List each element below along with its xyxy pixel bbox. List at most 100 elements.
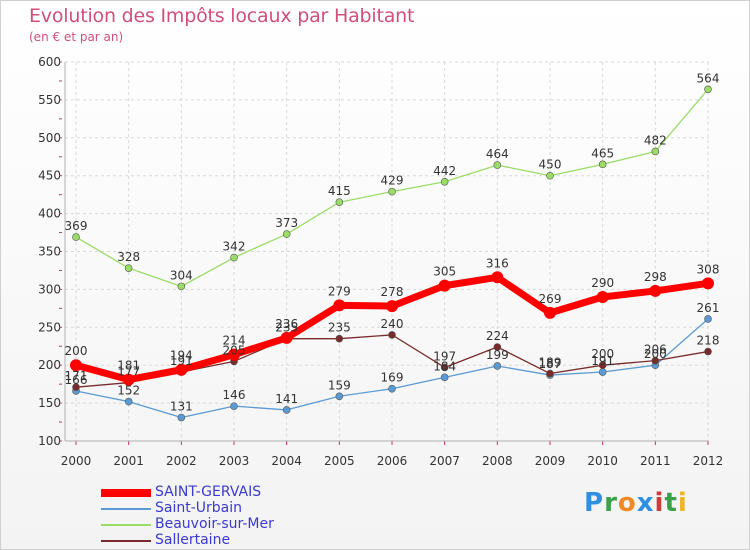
x-tick-label: 2006 (377, 454, 408, 468)
data-label: 199 (486, 348, 509, 362)
data-label: 236 (275, 317, 298, 331)
data-label: 152 (117, 384, 140, 398)
data-point (649, 284, 662, 297)
y-tick-label: 350 (38, 245, 61, 259)
legend-label: SAINT-GERVAIS (155, 484, 262, 500)
data-label: 191 (170, 354, 193, 368)
y-tick-label: 150 (38, 396, 61, 410)
data-label: 465 (591, 146, 614, 160)
data-label: 206 (644, 343, 667, 357)
x-tick-label: 2011 (640, 454, 671, 468)
data-label: 429 (381, 174, 404, 188)
data-point (493, 362, 502, 370)
data-point (124, 397, 133, 406)
data-point (440, 373, 449, 382)
data-point (386, 300, 398, 313)
data-point (282, 230, 291, 238)
data-label: 240 (381, 317, 404, 331)
x-tick-label: 2000 (61, 454, 92, 468)
data-point (124, 264, 133, 272)
data-label: 189 (539, 356, 562, 370)
data-label: 131 (170, 400, 193, 414)
proxiti-logo: Proxiti (584, 488, 688, 518)
data-point (388, 384, 396, 393)
x-tick-label: 2009 (535, 454, 566, 468)
legend-swatch (101, 489, 151, 497)
data-point (651, 147, 660, 156)
x-tick-label: 2002 (166, 454, 197, 468)
data-label: 308 (697, 262, 720, 276)
data-point (282, 406, 291, 414)
x-tick-label: 2004 (271, 454, 302, 468)
chart-title: Evolution des Impôts locaux par Habitant (29, 5, 415, 27)
data-label: 450 (539, 158, 562, 172)
data-point (335, 198, 344, 207)
legend-swatch (101, 540, 151, 542)
data-label: 177 (117, 365, 140, 379)
data-point (598, 361, 607, 370)
data-label: 373 (275, 216, 298, 230)
data-point (544, 306, 556, 319)
data-label: 369 (65, 219, 88, 233)
data-point (72, 233, 80, 241)
data-point (704, 85, 712, 94)
data-label: 181 (117, 359, 140, 373)
y-tick-label: 550 (38, 93, 61, 107)
data-label: 184 (433, 359, 456, 373)
data-label: 191 (591, 354, 614, 368)
data-point (440, 177, 449, 186)
data-label: 224 (486, 329, 509, 343)
data-label: 187 (539, 357, 562, 371)
data-label: 200 (644, 347, 667, 361)
x-tick-label: 2001 (113, 454, 144, 468)
data-point (438, 279, 451, 292)
y-tick-label: 250 (38, 320, 61, 334)
y-tick-label: 300 (38, 282, 61, 296)
legend-label: Sallertaine (155, 532, 231, 548)
data-point (335, 334, 344, 343)
data-label: 298 (644, 270, 667, 284)
data-label: 261 (697, 301, 720, 315)
data-label: 304 (170, 268, 193, 282)
data-point (177, 282, 186, 291)
data-label: 564 (697, 71, 720, 85)
y-tick-label: 100 (38, 434, 61, 448)
data-point (651, 356, 660, 365)
data-label: 328 (117, 250, 140, 264)
x-tick-label: 2010 (587, 454, 618, 468)
data-label: 197 (433, 349, 456, 363)
data-point (228, 348, 240, 361)
y-tick-label: 600 (38, 55, 61, 69)
x-tick-label: 2012 (693, 454, 724, 468)
data-label: 200 (591, 347, 614, 361)
data-point (702, 277, 714, 290)
data-point (335, 392, 344, 401)
data-label: 218 (697, 334, 720, 348)
data-label: 166 (65, 373, 88, 387)
chart-subtitle: (en € et par an) (29, 30, 124, 44)
data-label: 214 (223, 334, 246, 348)
data-label: 278 (381, 285, 404, 299)
data-point (388, 187, 396, 196)
data-point (440, 363, 449, 372)
data-label: 171 (65, 369, 88, 383)
data-point (333, 299, 346, 312)
legend-label: Beauvoir-sur-Mer (155, 516, 274, 532)
data-label: 442 (433, 164, 456, 178)
x-tick-label: 2008 (482, 454, 513, 468)
data-point (122, 373, 135, 386)
x-tick-label: 2003 (219, 454, 250, 468)
data-point (546, 369, 554, 378)
data-label: 279 (328, 284, 351, 298)
y-tick-label: 500 (38, 131, 61, 145)
data-label: 290 (591, 276, 614, 290)
data-point (388, 331, 396, 339)
data-label: 235 (328, 321, 351, 335)
data-point (280, 331, 293, 344)
data-label: 146 (223, 388, 246, 402)
data-label: 415 (328, 184, 351, 198)
data-point (596, 290, 609, 303)
data-label: 464 (486, 147, 509, 161)
x-tick-label: 2007 (429, 454, 460, 468)
